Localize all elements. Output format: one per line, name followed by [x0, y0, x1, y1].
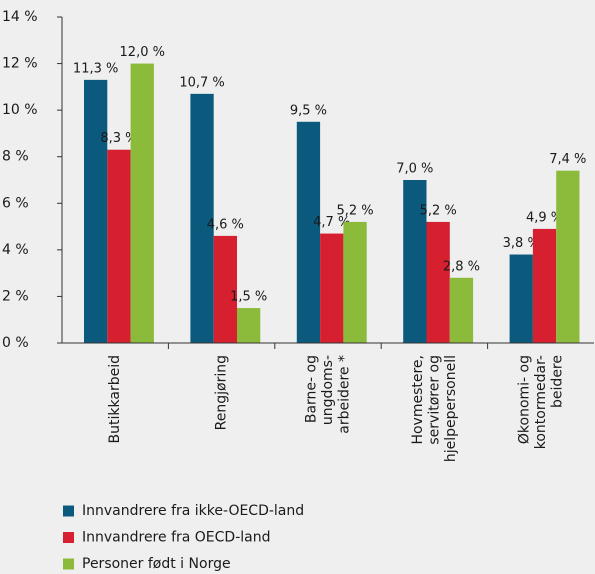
x-tick-label: arbeidere *	[337, 355, 353, 434]
value-label: 3,8 %	[503, 236, 540, 251]
legend-swatch	[63, 558, 74, 570]
bar	[532, 228, 557, 343]
x-tick-label: Rengjøring	[214, 355, 230, 430]
bar	[84, 79, 108, 343]
bar	[449, 277, 474, 343]
y-tick-label: 2 %	[2, 288, 29, 304]
bar	[296, 121, 321, 344]
value-label: 5,2 %	[420, 203, 457, 218]
value-label: 7,0 %	[396, 162, 433, 177]
legend-label: Innvandrere fra OECD-land	[82, 530, 271, 546]
value-label: 9,5 %	[290, 103, 327, 118]
x-tick-label: Butikkarbeid	[107, 355, 123, 443]
bar	[320, 233, 344, 343]
y-tick-label: 0 %	[2, 335, 29, 351]
value-label: 1,5 %	[230, 290, 267, 305]
legend-label: Personer født i Norge	[82, 556, 231, 572]
bar	[213, 235, 237, 343]
legend-label: Innvandrere fra ikke-OECD-land	[82, 503, 304, 519]
x-tick-label: ungdoms-	[320, 355, 336, 425]
value-label: 4,7 %	[313, 215, 350, 230]
x-tick-label: servitører og	[426, 355, 442, 445]
value-label: 5,2 %	[336, 203, 373, 218]
value-label: 8,3 %	[100, 131, 137, 146]
y-tick-label: 4 %	[2, 242, 29, 258]
x-tick-label: Hovmestere,	[410, 355, 426, 445]
value-label: 7,4 %	[549, 152, 586, 167]
value-label: 4,6 %	[207, 217, 244, 232]
value-label: 4,9 %	[526, 210, 563, 225]
legend-swatch	[63, 505, 74, 517]
bar	[130, 63, 154, 343]
y-tick-label: 14 %	[2, 9, 38, 25]
value-label: 12,0 %	[120, 45, 165, 60]
bar	[426, 221, 450, 343]
bar	[403, 180, 427, 343]
x-tick-label: Barne- og	[304, 355, 320, 423]
y-tick-label: 6 %	[2, 195, 29, 211]
x-tick-label: hjelpepersonell	[443, 355, 459, 462]
bar	[509, 254, 533, 343]
x-tick-label: Økonomi- og	[516, 355, 532, 444]
y-tick-label: 10 %	[2, 102, 38, 118]
y-tick-label: 8 %	[2, 149, 29, 165]
x-tick-label: kontormedar-	[533, 355, 549, 449]
value-label: 10,7 %	[179, 75, 224, 90]
value-label: 2,8 %	[443, 259, 480, 274]
bar	[556, 170, 580, 343]
bar	[237, 308, 261, 343]
legend-swatch	[63, 532, 74, 543]
bar	[190, 93, 214, 343]
y-tick-label: 12 %	[2, 56, 38, 72]
bar	[343, 221, 367, 343]
value-label: 11,3 %	[73, 61, 118, 76]
bar	[107, 149, 131, 343]
x-tick-label: beidere	[549, 355, 565, 408]
